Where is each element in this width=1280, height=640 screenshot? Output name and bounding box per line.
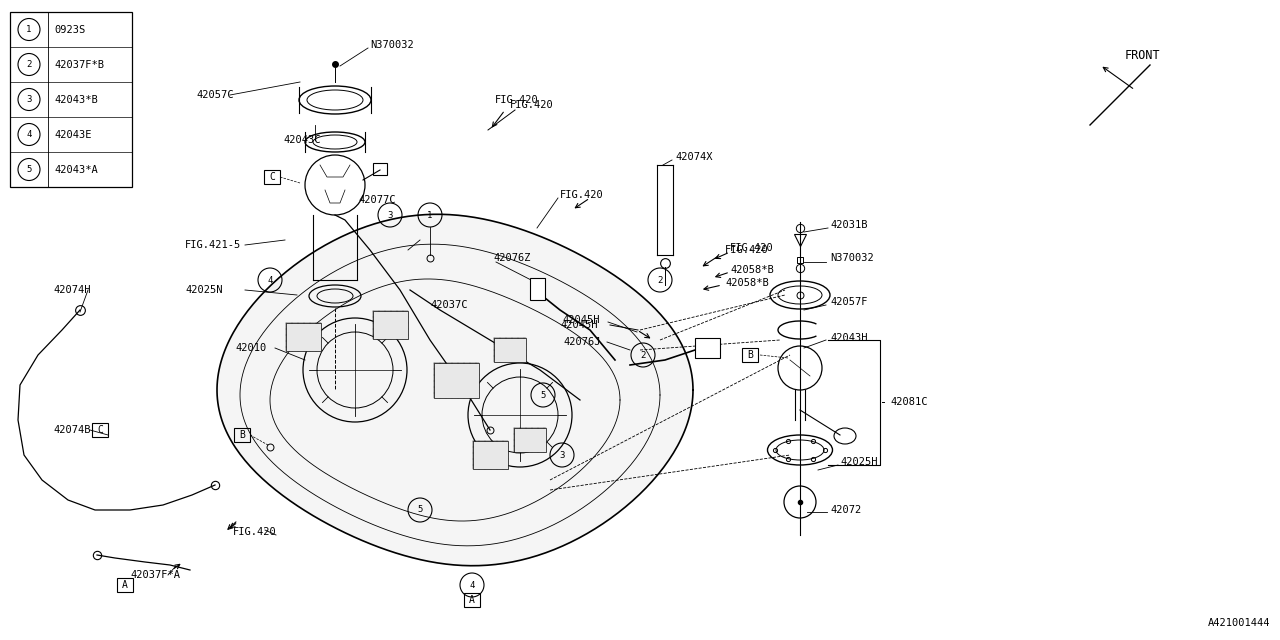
Text: FIG.420: FIG.420 — [724, 245, 769, 255]
Text: 42043H: 42043H — [829, 333, 868, 343]
Text: 1: 1 — [428, 211, 433, 220]
Text: 4: 4 — [470, 580, 475, 589]
Text: A: A — [468, 595, 475, 605]
Text: FIG.421-5: FIG.421-5 — [186, 240, 241, 250]
Text: 42025H: 42025H — [840, 457, 878, 467]
Text: FIG.420: FIG.420 — [561, 190, 604, 200]
Text: 42058*B: 42058*B — [730, 265, 773, 275]
Text: 42025N: 42025N — [186, 285, 223, 295]
Text: 42043E: 42043E — [54, 129, 91, 140]
Text: 42072: 42072 — [829, 505, 861, 515]
Bar — [285, 323, 320, 351]
Bar — [434, 362, 479, 397]
Text: FIG.420: FIG.420 — [509, 100, 554, 110]
Text: B: B — [748, 350, 753, 360]
Bar — [465, 593, 480, 607]
Ellipse shape — [835, 428, 856, 444]
Polygon shape — [695, 338, 721, 358]
Text: 42043*B: 42043*B — [54, 95, 97, 104]
Bar — [494, 338, 526, 362]
Text: C: C — [97, 425, 102, 435]
Polygon shape — [372, 163, 387, 175]
Text: N370032: N370032 — [370, 40, 413, 50]
Text: 42045H: 42045H — [562, 315, 599, 325]
Polygon shape — [530, 278, 545, 300]
Text: 2: 2 — [27, 60, 32, 69]
Bar — [372, 311, 407, 339]
Text: 5: 5 — [27, 165, 32, 174]
Text: 42077C: 42077C — [358, 195, 396, 205]
Text: 42031B: 42031B — [829, 220, 868, 230]
Text: 42074H: 42074H — [52, 285, 91, 295]
Text: A: A — [122, 580, 128, 590]
Text: 2: 2 — [658, 275, 663, 285]
Text: 3: 3 — [559, 451, 564, 460]
Bar — [742, 348, 758, 362]
Text: FIG.420: FIG.420 — [233, 527, 276, 537]
Text: 42037F*A: 42037F*A — [131, 570, 180, 580]
Text: 42057C: 42057C — [196, 90, 233, 100]
Bar — [234, 428, 250, 442]
Polygon shape — [218, 214, 692, 566]
Bar — [472, 441, 507, 469]
Text: 42058*B: 42058*B — [724, 278, 769, 288]
Text: 2: 2 — [640, 351, 645, 360]
Bar — [264, 170, 280, 184]
Text: 42081C: 42081C — [890, 397, 928, 407]
Text: C: C — [269, 172, 275, 182]
Bar — [116, 578, 133, 592]
Text: B: B — [239, 430, 244, 440]
Text: 42043C: 42043C — [283, 135, 320, 145]
Text: FIG.420: FIG.420 — [730, 243, 773, 253]
Text: 42074B: 42074B — [52, 425, 91, 435]
Text: 42057F: 42057F — [829, 297, 868, 307]
Text: 5: 5 — [417, 506, 422, 515]
Text: FIG.420: FIG.420 — [495, 95, 539, 105]
Bar — [515, 428, 547, 452]
Text: 5: 5 — [540, 390, 545, 399]
Text: 3: 3 — [388, 211, 393, 220]
Text: A421001444: A421001444 — [1207, 618, 1270, 628]
Text: 42076Z: 42076Z — [493, 253, 530, 263]
Text: 3: 3 — [27, 95, 32, 104]
Text: 42010: 42010 — [236, 343, 266, 353]
Text: FRONT: FRONT — [1125, 49, 1161, 61]
Bar — [10, 12, 132, 187]
Text: 42045H: 42045H — [561, 320, 598, 330]
Text: 4: 4 — [268, 275, 273, 285]
Text: 42037F*B: 42037F*B — [54, 60, 104, 70]
Text: 42076J: 42076J — [563, 337, 600, 347]
Bar — [92, 423, 108, 437]
Text: 42074X: 42074X — [675, 152, 713, 162]
Text: 42043*A: 42043*A — [54, 164, 97, 175]
Text: 4: 4 — [27, 130, 32, 139]
Text: 1: 1 — [27, 25, 32, 34]
Text: N370032: N370032 — [829, 253, 874, 263]
Text: 42037C: 42037C — [430, 300, 467, 310]
Text: 0923S: 0923S — [54, 24, 86, 35]
